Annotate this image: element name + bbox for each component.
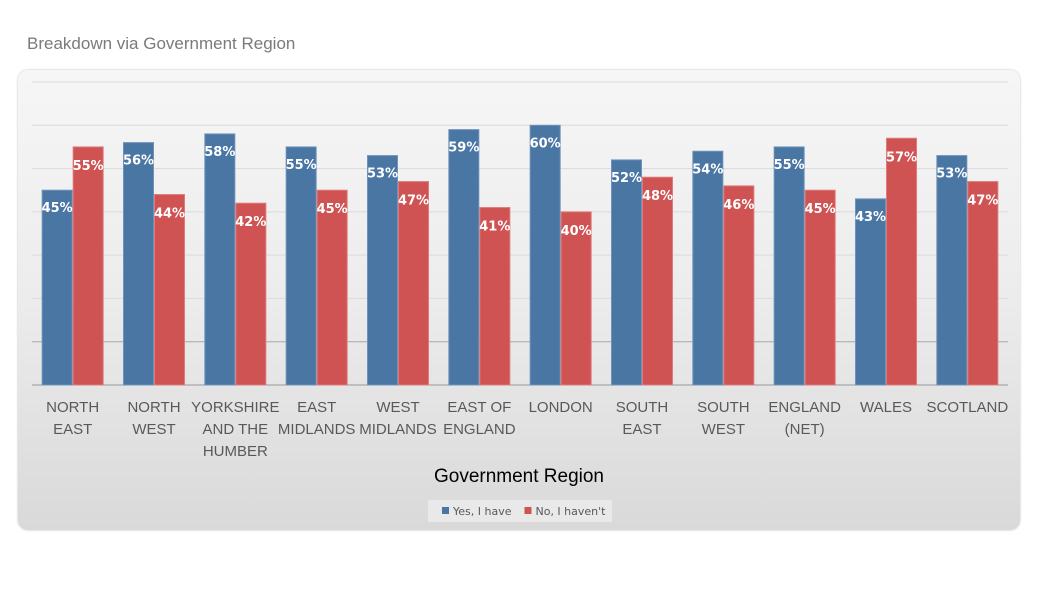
x-tick-label: EAST [297, 399, 336, 416]
data-label: 54% [692, 162, 723, 177]
x-tick-label: AND THE [203, 421, 269, 438]
data-label: 47% [398, 194, 429, 209]
data-label: 45% [42, 201, 73, 216]
x-axis-title: Government Region [434, 466, 604, 487]
bar-yes [41, 189, 73, 386]
legend-swatch [442, 507, 449, 514]
x-tick-label: SOUTH [616, 399, 669, 416]
bar-yes [367, 155, 398, 386]
data-label: 52% [611, 171, 642, 186]
data-label: 44% [154, 207, 185, 222]
bar-yes [204, 133, 236, 386]
bar-no [967, 181, 999, 386]
x-tick-label: HUMBER [203, 443, 268, 460]
bar-yes [529, 124, 561, 386]
bar-no [642, 176, 673, 386]
x-tick-label: EAST [53, 421, 92, 438]
data-label: 56% [123, 154, 154, 169]
page-title: Breakdown via Government Region [27, 34, 296, 53]
bar-no [235, 202, 267, 386]
bar-no [723, 185, 755, 386]
data-label: 53% [367, 167, 398, 182]
bar-no [560, 211, 592, 386]
x-tick-label: WEST [132, 421, 175, 438]
x-tick-label: WEST [702, 421, 745, 438]
bar-yes [692, 150, 724, 386]
data-label: 42% [235, 215, 266, 230]
data-label: 45% [805, 202, 836, 217]
x-tick-label: ENGLAND [768, 399, 841, 416]
legend-label: Yes, I have [452, 505, 512, 518]
x-tick-label: ENGLAND [443, 421, 516, 438]
x-tick-label: SOUTH [697, 399, 750, 416]
x-tick-label: EAST [622, 421, 661, 438]
data-label: 55% [286, 158, 317, 173]
bar-yes [448, 129, 480, 386]
legend [428, 500, 612, 522]
bar-no [316, 189, 348, 386]
bar-yes [611, 159, 642, 386]
x-tick-label: LONDON [529, 399, 593, 416]
data-label: 47% [967, 194, 998, 209]
data-label: 59% [448, 141, 479, 156]
legend-label: No, I haven't [535, 505, 606, 518]
data-label: 40% [561, 224, 592, 239]
bar-no [804, 189, 836, 386]
data-label: 55% [774, 158, 805, 173]
x-tick-label: WALES [860, 399, 912, 416]
bar-yes [773, 146, 805, 386]
x-tick-label: MIDLANDS [359, 421, 437, 438]
data-label: 53% [936, 167, 967, 182]
data-label: 60% [530, 136, 561, 151]
data-label: 43% [855, 210, 886, 225]
bar-no [398, 181, 429, 386]
bar-yes [936, 155, 968, 386]
x-tick-label: (NET) [785, 421, 825, 438]
data-label: 55% [73, 159, 104, 174]
bar-no [154, 194, 185, 386]
bar-yes [855, 198, 886, 386]
legend-swatch [524, 507, 532, 514]
x-tick-label: SCOTLAND [926, 399, 1008, 416]
x-tick-label: YORKSHIRE [191, 399, 279, 416]
x-tick-label: NORTH [46, 399, 99, 416]
data-label: 57% [886, 150, 917, 165]
x-tick-label: EAST OF [447, 399, 511, 416]
data-label: 45% [317, 202, 348, 217]
data-label: 48% [642, 189, 673, 204]
bar-yes [123, 142, 154, 386]
bar-no [72, 146, 104, 386]
bar-no [886, 137, 917, 386]
bar-no [479, 207, 511, 386]
x-tick-label: NORTH [127, 399, 180, 416]
data-label: 41% [479, 220, 510, 235]
data-label: 46% [723, 198, 754, 213]
x-tick-label: WEST [376, 399, 419, 416]
x-tick-label: MIDLANDS [278, 421, 356, 438]
bar-yes [285, 146, 317, 386]
data-label: 58% [204, 145, 235, 160]
